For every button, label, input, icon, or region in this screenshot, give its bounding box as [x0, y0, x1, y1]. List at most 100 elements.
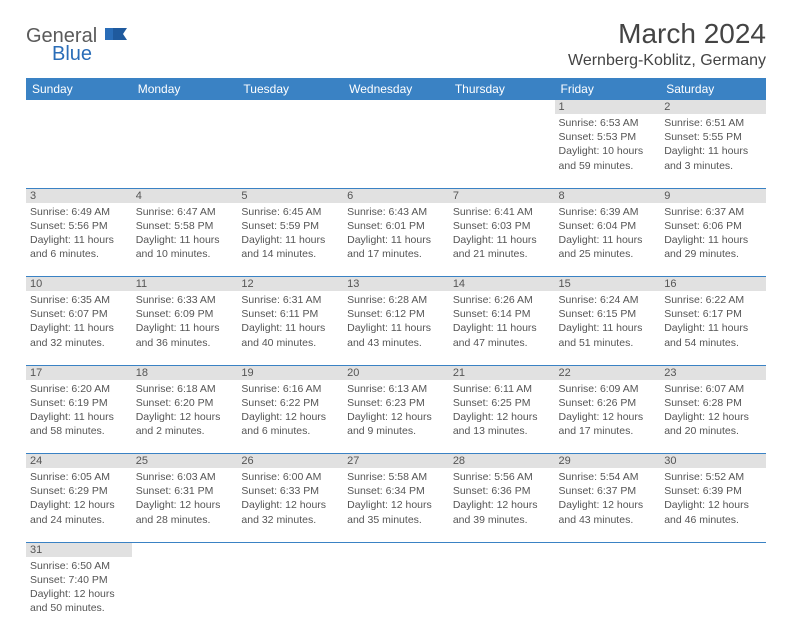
day-content: Sunrise: 6:00 AMSunset: 6:33 PMDaylight:…	[241, 470, 339, 527]
sunset-line: Sunset: 6:12 PM	[347, 307, 445, 321]
sunset-line: Sunset: 6:03 PM	[453, 219, 551, 233]
day-content: Sunrise: 6:39 AMSunset: 6:04 PMDaylight:…	[559, 205, 657, 262]
sunrise-line: Sunrise: 6:18 AM	[136, 382, 234, 396]
daylight-line: Daylight: 11 hours and 10 minutes.	[136, 233, 234, 261]
sunset-line: Sunset: 5:53 PM	[559, 130, 657, 144]
daylight-line: Daylight: 11 hours and 43 minutes.	[347, 321, 445, 349]
sunset-line: Sunset: 6:34 PM	[347, 484, 445, 498]
day-number-cell: 24	[26, 454, 132, 469]
day-number-cell: 12	[237, 277, 343, 292]
sunrise-line: Sunrise: 6:33 AM	[136, 293, 234, 307]
day-number-cell: 29	[555, 454, 661, 469]
sunset-line: Sunset: 6:33 PM	[241, 484, 339, 498]
day-cell	[343, 557, 449, 631]
weekday-header: Tuesday	[237, 78, 343, 100]
sunset-line: Sunset: 6:06 PM	[664, 219, 762, 233]
day-cell: Sunrise: 6:39 AMSunset: 6:04 PMDaylight:…	[555, 203, 661, 277]
daylight-line: Daylight: 11 hours and 54 minutes.	[664, 321, 762, 349]
day-cell: Sunrise: 6:03 AMSunset: 6:31 PMDaylight:…	[132, 468, 238, 542]
day-content: Sunrise: 6:09 AMSunset: 6:26 PMDaylight:…	[559, 382, 657, 439]
day-number-cell: 21	[449, 365, 555, 380]
sunrise-line: Sunrise: 6:45 AM	[241, 205, 339, 219]
daynum-row: 31	[26, 542, 766, 557]
sunset-line: Sunset: 6:28 PM	[664, 396, 762, 410]
day-cell: Sunrise: 6:35 AMSunset: 6:07 PMDaylight:…	[26, 291, 132, 365]
sunset-line: Sunset: 6:17 PM	[664, 307, 762, 321]
logo: General Blue	[26, 18, 129, 64]
daynum-row: 10111213141516	[26, 277, 766, 292]
daylight-line: Daylight: 12 hours and 13 minutes.	[453, 410, 551, 438]
day-number-cell	[660, 542, 766, 557]
daylight-line: Daylight: 11 hours and 32 minutes.	[30, 321, 128, 349]
sunrise-line: Sunrise: 5:58 AM	[347, 470, 445, 484]
daylight-line: Daylight: 12 hours and 2 minutes.	[136, 410, 234, 438]
sunset-line: Sunset: 6:36 PM	[453, 484, 551, 498]
day-content-row: Sunrise: 6:20 AMSunset: 6:19 PMDaylight:…	[26, 380, 766, 454]
sunset-line: Sunset: 6:25 PM	[453, 396, 551, 410]
daynum-row: 24252627282930	[26, 454, 766, 469]
day-number-cell	[237, 542, 343, 557]
header: General Blue March 2024 Wernberg-Koblitz…	[26, 18, 766, 70]
daylight-line: Daylight: 12 hours and 50 minutes.	[30, 587, 128, 615]
day-number-cell	[449, 100, 555, 114]
daylight-line: Daylight: 12 hours and 46 minutes.	[664, 498, 762, 526]
sunrise-line: Sunrise: 6:11 AM	[453, 382, 551, 396]
daylight-line: Daylight: 12 hours and 35 minutes.	[347, 498, 445, 526]
day-cell	[660, 557, 766, 631]
sunset-line: Sunset: 6:07 PM	[30, 307, 128, 321]
day-cell: Sunrise: 6:50 AMSunset: 7:40 PMDaylight:…	[26, 557, 132, 631]
sunrise-line: Sunrise: 6:07 AM	[664, 382, 762, 396]
day-number-cell	[237, 100, 343, 114]
daynum-row: 12	[26, 100, 766, 114]
day-number-cell	[343, 100, 449, 114]
sunset-line: Sunset: 6:15 PM	[559, 307, 657, 321]
day-content: Sunrise: 6:28 AMSunset: 6:12 PMDaylight:…	[347, 293, 445, 350]
sunrise-line: Sunrise: 6:03 AM	[136, 470, 234, 484]
day-number-cell: 5	[237, 188, 343, 203]
weekday-header: Sunday	[26, 78, 132, 100]
daylight-line: Daylight: 11 hours and 29 minutes.	[664, 233, 762, 261]
sunrise-line: Sunrise: 6:53 AM	[559, 116, 657, 130]
sunset-line: Sunset: 6:11 PM	[241, 307, 339, 321]
day-cell: Sunrise: 6:22 AMSunset: 6:17 PMDaylight:…	[660, 291, 766, 365]
daylight-line: Daylight: 12 hours and 6 minutes.	[241, 410, 339, 438]
day-cell: Sunrise: 6:31 AMSunset: 6:11 PMDaylight:…	[237, 291, 343, 365]
day-number-cell: 3	[26, 188, 132, 203]
sunrise-line: Sunrise: 6:43 AM	[347, 205, 445, 219]
day-cell	[449, 114, 555, 188]
day-cell: Sunrise: 6:51 AMSunset: 5:55 PMDaylight:…	[660, 114, 766, 188]
day-cell: Sunrise: 6:37 AMSunset: 6:06 PMDaylight:…	[660, 203, 766, 277]
day-content: Sunrise: 6:26 AMSunset: 6:14 PMDaylight:…	[453, 293, 551, 350]
weekday-header: Wednesday	[343, 78, 449, 100]
day-number-cell: 18	[132, 365, 238, 380]
day-cell: Sunrise: 6:24 AMSunset: 6:15 PMDaylight:…	[555, 291, 661, 365]
sunrise-line: Sunrise: 6:35 AM	[30, 293, 128, 307]
sunset-line: Sunset: 5:58 PM	[136, 219, 234, 233]
sunset-line: Sunset: 6:09 PM	[136, 307, 234, 321]
sunrise-line: Sunrise: 6:47 AM	[136, 205, 234, 219]
day-content: Sunrise: 6:53 AMSunset: 5:53 PMDaylight:…	[559, 116, 657, 173]
day-content-row: Sunrise: 6:05 AMSunset: 6:29 PMDaylight:…	[26, 468, 766, 542]
sunrise-line: Sunrise: 6:00 AM	[241, 470, 339, 484]
day-cell: Sunrise: 6:09 AMSunset: 6:26 PMDaylight:…	[555, 380, 661, 454]
day-cell	[237, 557, 343, 631]
calendar-body: 12Sunrise: 6:53 AMSunset: 5:53 PMDayligh…	[26, 100, 766, 631]
day-content: Sunrise: 6:11 AMSunset: 6:25 PMDaylight:…	[453, 382, 551, 439]
weekday-header: Friday	[555, 78, 661, 100]
day-content: Sunrise: 6:18 AMSunset: 6:20 PMDaylight:…	[136, 382, 234, 439]
day-cell: Sunrise: 6:26 AMSunset: 6:14 PMDaylight:…	[449, 291, 555, 365]
day-cell: Sunrise: 6:47 AMSunset: 5:58 PMDaylight:…	[132, 203, 238, 277]
sunrise-line: Sunrise: 6:39 AM	[559, 205, 657, 219]
day-content: Sunrise: 6:13 AMSunset: 6:23 PMDaylight:…	[347, 382, 445, 439]
daylight-line: Daylight: 12 hours and 17 minutes.	[559, 410, 657, 438]
day-content: Sunrise: 6:16 AMSunset: 6:22 PMDaylight:…	[241, 382, 339, 439]
day-number-cell: 27	[343, 454, 449, 469]
sunrise-line: Sunrise: 6:28 AM	[347, 293, 445, 307]
daylight-line: Daylight: 11 hours and 47 minutes.	[453, 321, 551, 349]
weekday-header: Monday	[132, 78, 238, 100]
daylight-line: Daylight: 11 hours and 36 minutes.	[136, 321, 234, 349]
sunrise-line: Sunrise: 6:24 AM	[559, 293, 657, 307]
daylight-line: Daylight: 11 hours and 3 minutes.	[664, 144, 762, 172]
day-content: Sunrise: 5:56 AMSunset: 6:36 PMDaylight:…	[453, 470, 551, 527]
day-number-cell: 9	[660, 188, 766, 203]
